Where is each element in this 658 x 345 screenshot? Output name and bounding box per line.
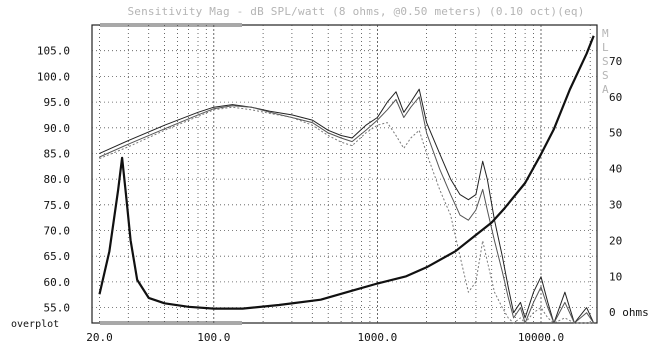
x-axis: 20.0 100.0 1000.0 10000.0: [86, 331, 564, 344]
y-left-tick-label-105: 105.0: [37, 45, 70, 58]
x-tick-label-10000: 10000.0: [518, 331, 564, 344]
y-right-tick-label-0: 0 ohms: [609, 306, 649, 319]
y-right-tick-label-20: 20: [609, 234, 622, 247]
y-left-tick-label-60: 60.0: [44, 276, 71, 289]
y-left-tick-label-80: 80.0: [44, 173, 71, 186]
overplot-label[interactable]: overplot: [11, 319, 59, 330]
x-tick-label-100: 100.0: [197, 331, 230, 344]
series-layer: [98, 35, 595, 324]
y-left-tick-label-70: 70.0: [44, 225, 71, 238]
plot-frame: [91, 24, 598, 324]
y-left-tick-label-65: 65.0: [44, 250, 71, 263]
y-right-tick-label-50: 50: [609, 127, 622, 140]
series-line-0: [99, 88, 595, 324]
y-left-tick-label-75: 75.0: [44, 199, 71, 212]
side-letter-2: S: [602, 55, 609, 68]
y-left-tick-label-55: 55.0: [44, 302, 71, 315]
y-right-tick-label-70: 70: [609, 55, 622, 68]
y-axis-right: 0 ohms 10 20 30 40 50 60 70: [609, 55, 649, 319]
series-line-3: [98, 35, 595, 310]
chart-title: Sensitivity Mag - dB SPL/watt (8 ohms, @…: [127, 5, 584, 18]
series-line-2: [99, 106, 594, 324]
side-letter-4: A: [602, 83, 609, 96]
grid: [92, 25, 597, 323]
y-right-tick-label-30: 30: [609, 199, 622, 212]
side-letter-3: S: [602, 69, 609, 82]
top-scrollbar[interactable]: [100, 23, 242, 27]
side-letter-1: L: [602, 41, 609, 54]
y-right-tick-label-40: 40: [609, 163, 622, 176]
y-right-tick-label-10: 10: [609, 270, 622, 283]
series-line-1: [99, 96, 595, 324]
y-left-tick-label-95: 95.0: [44, 96, 71, 109]
x-tick-label-20: 20.0: [86, 331, 113, 344]
y-left-tick-label-85: 85.0: [44, 147, 71, 160]
y-left-tick-label-100: 100.0: [37, 70, 70, 83]
side-letter-0: M: [602, 27, 609, 40]
y-right-tick-label-60: 60: [609, 91, 622, 104]
bottom-scrollbar[interactable]: [100, 321, 242, 325]
x-tick-label-1000: 1000.0: [358, 331, 398, 344]
y-left-tick-label-90: 90.0: [44, 122, 71, 135]
y-axis-left: 55.0 60.0 65.0 70.0 75.0 80.0 85.0 90.0 95.0 100.…: [37, 45, 70, 315]
